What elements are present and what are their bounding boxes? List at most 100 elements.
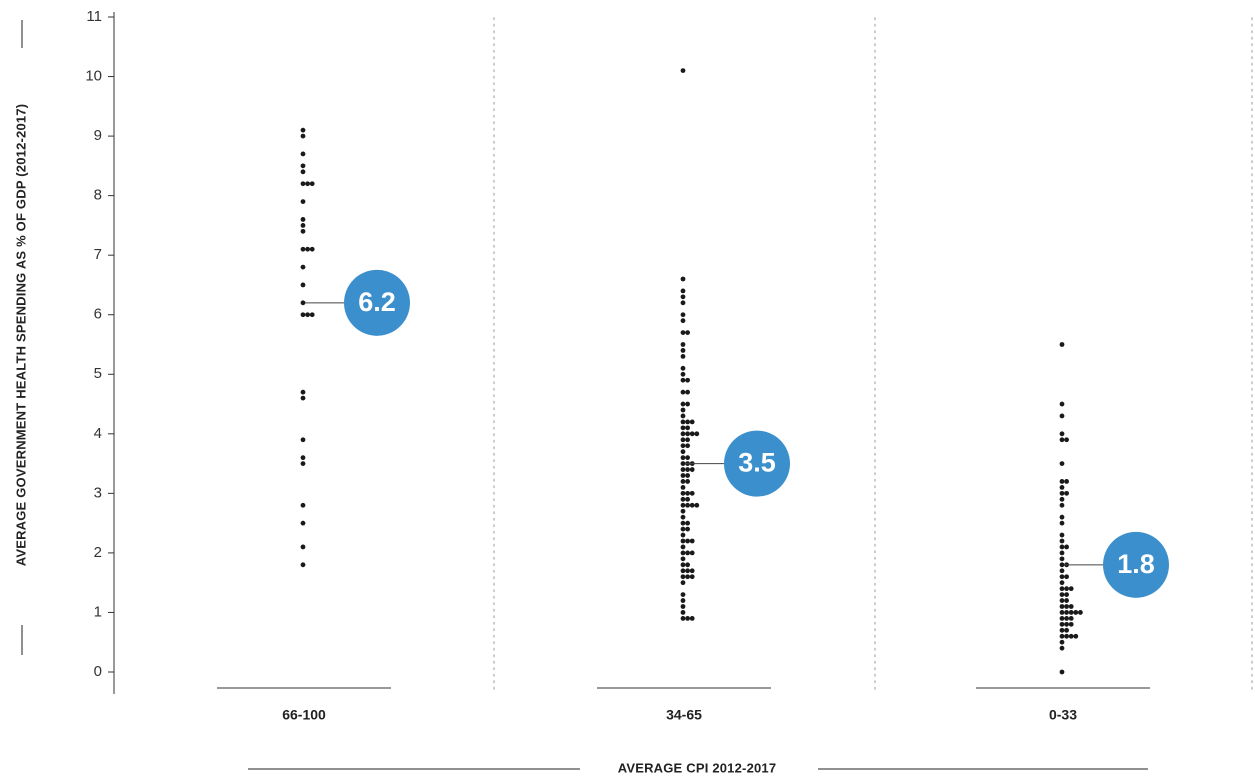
data-point — [680, 520, 686, 526]
data-point — [1059, 342, 1065, 347]
data-point — [1059, 574, 1065, 580]
data-point — [680, 479, 686, 484]
data-point — [680, 354, 686, 359]
data-point — [680, 431, 686, 437]
data-point — [1059, 461, 1065, 466]
data-point — [680, 556, 686, 562]
data-point — [1059, 479, 1065, 484]
data-point — [680, 496, 686, 502]
data-point — [680, 425, 686, 431]
data-point — [685, 520, 690, 526]
y-tick-label: 10 — [85, 68, 102, 85]
data-point — [680, 550, 686, 556]
data-point — [300, 223, 306, 228]
data-point — [680, 377, 686, 383]
average-value-label: 6.2 — [358, 287, 396, 317]
data-point — [1064, 586, 1069, 592]
data-point — [680, 342, 686, 347]
data-point — [1059, 568, 1065, 574]
average-bubble — [724, 430, 790, 497]
y-tick-label: 8 — [94, 187, 102, 204]
data-point — [1059, 639, 1065, 645]
data-point — [1064, 437, 1069, 443]
data-point — [685, 425, 690, 431]
data-point — [1059, 616, 1065, 621]
data-point — [1064, 610, 1069, 615]
data-point — [680, 598, 686, 603]
category-label: 34-65 — [666, 707, 702, 723]
data-point — [1059, 538, 1065, 544]
data-point — [1059, 532, 1065, 538]
data-point — [1059, 592, 1065, 597]
data-point — [1059, 621, 1065, 627]
x-category-labels: 66-100 34-65 0-33 — [282, 707, 1077, 723]
data-point — [300, 389, 306, 395]
data-point — [689, 419, 695, 425]
data-point — [300, 300, 306, 306]
data-point — [300, 502, 306, 508]
data-point — [1059, 556, 1065, 562]
data-point — [680, 526, 686, 532]
data-point — [300, 282, 306, 288]
data-point — [300, 217, 306, 222]
data-point — [1064, 627, 1069, 633]
data-point — [680, 490, 686, 496]
y-tick-label: 2 — [94, 544, 102, 561]
data-point — [680, 568, 686, 574]
data-point — [680, 365, 686, 371]
data-point — [680, 562, 686, 568]
data-point — [680, 508, 686, 514]
data-point — [680, 443, 686, 449]
data-point — [300, 461, 306, 466]
y-tick-label: 7 — [94, 246, 102, 263]
data-point — [300, 163, 306, 169]
y-axis-title-group: AVERAGE GOVERNMENT HEALTH SPENDING AS % … — [13, 20, 28, 655]
data-point — [1059, 562, 1065, 568]
y-tick-label: 0 — [94, 663, 102, 680]
y-tick-label: 11 — [86, 8, 102, 25]
data-point — [1064, 479, 1069, 484]
data-point — [680, 538, 686, 544]
y-tick-label: 4 — [94, 425, 102, 442]
data-point — [1078, 610, 1083, 615]
data-point — [1059, 544, 1065, 550]
data-point — [694, 502, 700, 508]
data-point — [680, 610, 686, 615]
data-point — [1059, 520, 1065, 526]
data-point — [300, 520, 306, 526]
data-point — [685, 568, 690, 574]
data-point — [685, 479, 690, 484]
data-point — [689, 502, 695, 508]
data-point — [680, 592, 686, 597]
category-label: 66-100 — [282, 707, 326, 723]
data-point — [685, 419, 690, 425]
data-point — [680, 419, 686, 425]
data-point — [1064, 574, 1069, 580]
data-point — [689, 616, 695, 621]
data-point — [685, 526, 690, 532]
data-point — [689, 467, 695, 472]
data-point — [689, 538, 695, 544]
x-axis-title: AVERAGE CPI 2012-2017 — [618, 760, 777, 775]
data-point — [680, 580, 686, 586]
data-point — [685, 401, 690, 407]
data-point — [300, 199, 306, 204]
data-point — [689, 574, 695, 580]
data-point — [1059, 437, 1065, 443]
data-point — [685, 377, 690, 383]
data-point — [680, 514, 686, 520]
data-point — [685, 490, 690, 496]
data-point — [680, 413, 686, 419]
y-tick-label: 3 — [94, 484, 102, 501]
data-point — [680, 467, 686, 472]
data-point — [680, 407, 686, 413]
data-point — [685, 562, 690, 568]
data-point — [300, 264, 306, 270]
data-point — [1059, 490, 1065, 496]
data-point — [1073, 610, 1079, 615]
data-point — [309, 246, 315, 252]
data-point — [300, 169, 306, 175]
average-bubble — [344, 269, 410, 336]
data-point — [680, 449, 686, 455]
data-point — [1068, 633, 1074, 639]
